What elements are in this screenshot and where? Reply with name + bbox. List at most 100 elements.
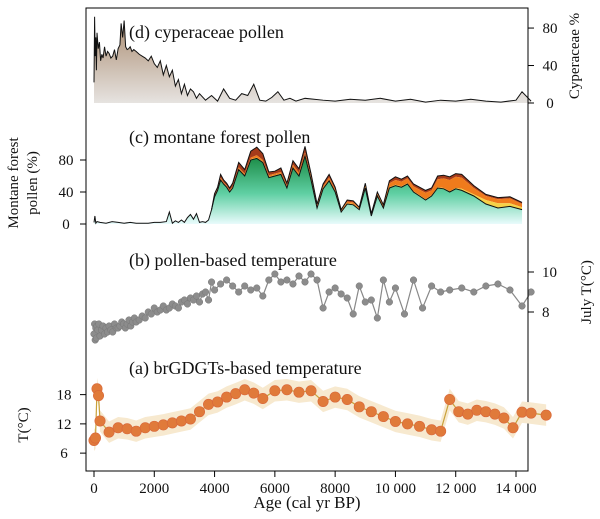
cyperaceae-line <box>93 16 532 103</box>
x-tick-label: 6000 <box>260 481 290 497</box>
pollen-temp-point <box>295 272 303 280</box>
brgdgt-temp-point <box>377 411 389 423</box>
brgdgt-temp-point <box>93 390 105 402</box>
panel-b-ytick-label: 10 <box>542 265 557 281</box>
pollen-temp-point <box>313 276 321 284</box>
brgdgt-temp-point <box>103 426 115 438</box>
brgdgt-temp-point <box>498 412 510 424</box>
panel-d-ylabel: Cyperaceae % <box>567 13 583 99</box>
panel-a-title: (a) brGDGTs-based temperature <box>129 358 362 379</box>
pollen-temp-point <box>265 276 273 284</box>
pollen-temp-point <box>409 276 418 284</box>
brgdgt-temp-point <box>293 386 305 398</box>
pollen-temp-point <box>428 282 436 290</box>
pollen-temp-point <box>361 298 369 306</box>
pollen-temp-point <box>325 288 333 296</box>
panel-a-ylabel: T(°C) <box>16 407 32 442</box>
brgdgt-temp-point <box>148 420 160 432</box>
pollen-temp-point <box>482 282 490 290</box>
pollen-temp-point <box>319 304 327 312</box>
brgdgt-temp-point <box>184 413 196 425</box>
brgdgt-temp-point <box>281 384 293 396</box>
pollen-temp-point <box>391 284 399 292</box>
pollen-temp-point <box>277 278 285 286</box>
brgdgt-temp-point <box>525 407 537 419</box>
x-tick-label: 0 <box>90 481 98 497</box>
brgdgt-temp-point <box>507 422 519 434</box>
pollen-temp-point <box>174 304 182 312</box>
panel-c-ytick-label: 80 <box>59 153 74 169</box>
brgdgt-temp-point <box>365 406 377 418</box>
axes-layer: 0 40 80 0 40 80 8 10 6 12 18 0 2000 4000 6000 8000 10 00… <box>57 21 558 497</box>
brgdgt-temp-point <box>305 385 317 397</box>
pollen-temp-point <box>204 296 213 304</box>
panel-b-title: (b) pollen-based temperature <box>129 250 337 271</box>
brgdgt-temp-point <box>435 425 447 437</box>
brgdgt-temp-point <box>94 415 106 427</box>
panel-b-ylabel: July T(°C) <box>579 260 595 324</box>
brgdgt-temp-point <box>212 396 224 408</box>
brgdgt-temp-point <box>353 401 365 413</box>
brgdgt-temp-point <box>444 393 456 405</box>
brgdgt-temp-point <box>203 398 215 410</box>
brgdgt-temp-point <box>166 417 178 429</box>
brgdgt-temp-point <box>248 387 260 399</box>
panel-d-ytick-label: 40 <box>543 59 558 75</box>
panel-a-brgdgt-temperature <box>88 378 552 452</box>
brgdgt-temp-point <box>269 385 281 397</box>
pollen-temp-point <box>195 298 204 306</box>
pollen-temp-point <box>458 284 466 292</box>
green-taxa-line <box>93 154 523 225</box>
brgdgt-temp-point <box>329 391 341 403</box>
pollen-temp-point <box>400 310 409 318</box>
panel-d-ytick-label: 0 <box>546 96 554 112</box>
pollen-temp-point <box>247 286 255 294</box>
pollen-temp-point <box>518 302 526 310</box>
panel-d-title: (d) cyperaceae pollen <box>129 22 284 43</box>
pollen-temp-point <box>208 278 216 286</box>
brgdgt-temp-point <box>401 418 413 430</box>
brgdgt-temp-point <box>414 420 426 432</box>
x-tick-label: 4000 <box>200 481 230 497</box>
pollen-temp-point <box>289 280 297 288</box>
brgdgt-temp-point <box>471 404 483 416</box>
green-taxa-area <box>94 156 523 224</box>
panel-b-ytick-label: 8 <box>542 305 550 321</box>
pollen-temp-point <box>223 276 231 284</box>
pollen-temp-point <box>527 288 535 296</box>
plot-frame <box>85 7 529 472</box>
pollen-temp-point <box>229 282 237 290</box>
pollen-temp-point <box>235 288 243 296</box>
pollen-temp-point <box>373 314 381 322</box>
pollen-temp-point <box>437 288 445 296</box>
panel-c-ytick-label: 40 <box>59 185 74 201</box>
pollen-temp-point <box>211 286 219 294</box>
brgdgt-temp-point <box>257 393 269 405</box>
pollen-temp-point <box>301 278 309 286</box>
brgdgt-temp-point <box>157 419 169 431</box>
x-tick-label: 8000 <box>320 481 350 497</box>
panel-a-ytick-label: 12 <box>57 417 72 433</box>
brgdgt-temp-point <box>540 409 552 421</box>
panel-c-montane-forest <box>93 146 523 225</box>
pollen-temp-point <box>379 276 387 284</box>
brgdgt-temp-point <box>121 423 133 435</box>
total-forest-line <box>211 146 523 214</box>
brgdgt-temp-point <box>341 393 353 405</box>
pollen-temp-point <box>470 288 478 296</box>
panel-d-cyperaceae <box>93 16 532 104</box>
pollen-temp-point <box>192 292 201 300</box>
pollen-temp-point <box>385 298 393 306</box>
pollen-temp-point <box>446 286 454 294</box>
pollen-temp-point <box>506 286 514 294</box>
panel-c-title: (c) montane forest pollen <box>129 127 310 148</box>
pollen-temp-point <box>331 284 339 292</box>
cyperaceae-area <box>94 16 532 104</box>
brgdgt-temp-point <box>389 415 401 427</box>
x-tick-label: 10 000 <box>375 481 416 497</box>
pollen-temp-point <box>217 280 225 288</box>
brgdgt-temp-point <box>480 406 492 418</box>
pollen-temp-point <box>355 282 363 290</box>
x-tick-label: 12 000 <box>435 481 476 497</box>
orange-taxa-area <box>211 152 523 216</box>
